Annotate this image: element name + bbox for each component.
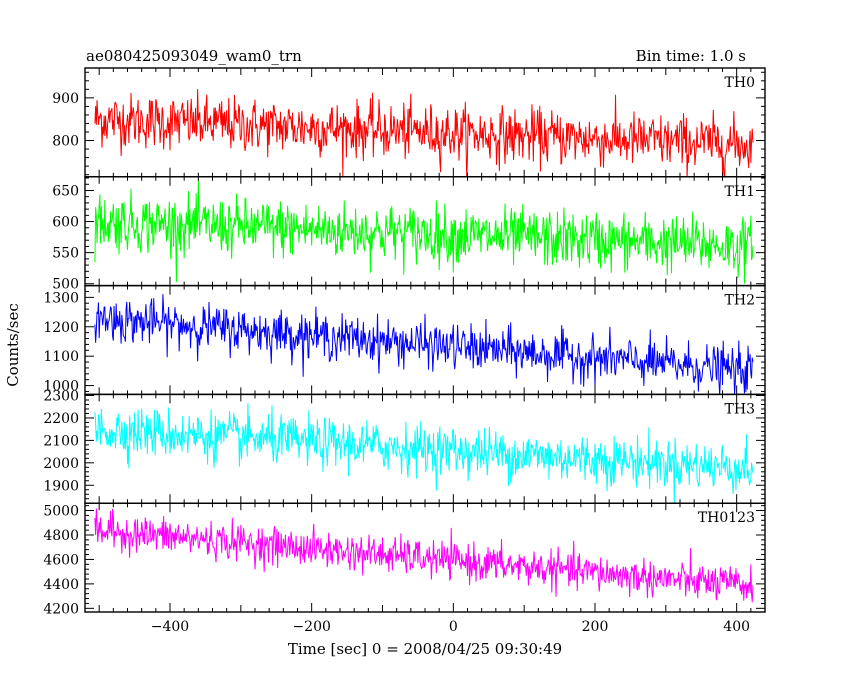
series-line-th1 [94,180,754,284]
y-tick-label: 5000 [43,504,79,520]
panel-th3: TH3 1900 2000 2100 2200 2300 [43,389,766,504]
y-tick-label: 1200 [43,320,79,336]
panel-label: TH3 [725,401,755,417]
y-axis-label: Counts/sec [4,303,22,387]
x-axis-ticks: −400 −200 0 200 400 [151,619,750,635]
y-tick-label: 1000 [43,379,79,395]
panel-label: TH0 [725,75,755,91]
series-line-th0123 [94,508,754,603]
y-tick-label: 800 [52,134,79,150]
panel-label: TH0123 [698,510,755,526]
panel-label: TH1 [725,184,755,200]
y-tick-label: 600 [52,215,79,231]
x-tick-label: −400 [151,619,189,635]
y-tick-label: 4600 [43,552,79,568]
panel-th0: TH0 800 900 [52,67,766,178]
y-tick-label: 4800 [43,528,79,544]
panel-frame [84,502,766,613]
y-tick-label: 900 [52,91,79,107]
panels: TH0 800 900 TH1 500 550 600 650 TH2 1000 1100 1200 1… [43,67,766,617]
y-tick-label: 550 [52,246,79,262]
y-tick-label: 500 [52,277,79,293]
y-tick-label: 650 [52,183,79,199]
x-tick-label: 200 [582,619,609,635]
panel-th1: TH1 500 550 600 650 [52,176,766,293]
panel-th0123: TH0123 4200 4400 4600 4800 5000 [43,502,766,617]
x-tick-label: 0 [449,619,458,635]
bin-time-label: Bin time: 1.0 s [636,47,746,65]
x-tick-label: 400 [723,619,750,635]
panel-label: TH2 [725,293,755,309]
panel-frame [84,284,766,396]
y-tick-label: 2200 [43,411,79,427]
y-tick-label: 1100 [43,349,79,365]
y-tick-label: 4400 [43,577,79,593]
series-line-th3 [94,403,754,504]
series-line-th0 [94,89,754,177]
y-tick-label: 4200 [43,601,79,617]
y-tick-label: 2000 [43,456,79,472]
x-axis-label: Time [sec] 0 = 2008/04/25 09:30:49 [288,640,562,658]
y-tick-label: 2300 [43,389,79,405]
panel-th2: TH2 1000 1100 1200 1300 [43,284,766,396]
y-tick-label: 2100 [43,433,79,449]
chart-title: ae080425093049_wam0_trn [86,47,302,65]
y-tick-label: 1300 [43,290,79,306]
y-tick-label: 1900 [43,478,79,494]
x-tick-label: −200 [292,619,330,635]
series-line-th2 [94,294,754,395]
